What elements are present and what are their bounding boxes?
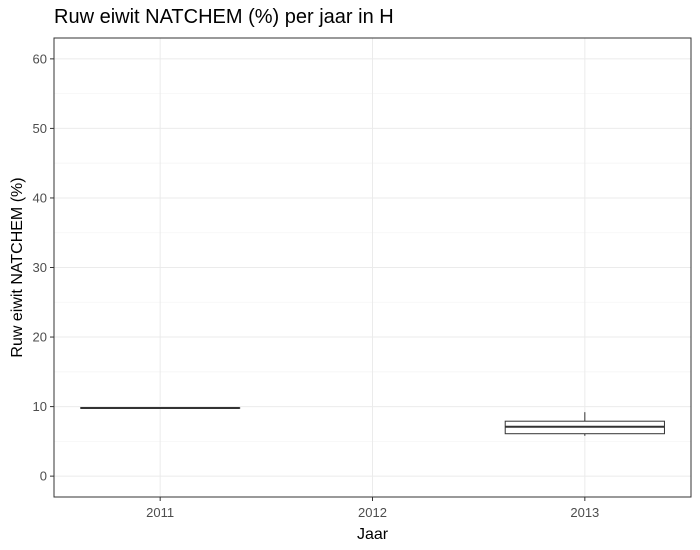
x-tick-label: 2012 bbox=[358, 505, 387, 520]
y-tick-label: 60 bbox=[33, 51, 47, 66]
x-tick-label: 2011 bbox=[146, 505, 174, 520]
y-axis-title: Ruw eiwit NATCHEM (%) bbox=[9, 177, 26, 357]
box-layer bbox=[80, 406, 665, 436]
y-tick-label: 30 bbox=[33, 260, 47, 275]
y-tick-label: 50 bbox=[33, 121, 47, 136]
y-tick-label: 20 bbox=[33, 330, 47, 345]
y-tick-label: 40 bbox=[33, 190, 47, 205]
x-axis-title: Jaar bbox=[357, 526, 389, 543]
y-tick-label: 0 bbox=[40, 469, 47, 484]
chart-title: Ruw eiwit NATCHEM (%) per jaar in H bbox=[54, 6, 394, 28]
box-2013 bbox=[504, 412, 665, 436]
x-tick-label: 2013 bbox=[570, 505, 599, 520]
y-tick-label: 10 bbox=[33, 399, 47, 414]
x-axis-ticks: 2011 2012 2013 bbox=[146, 497, 599, 520]
y-axis-ticks: 0 10 20 30 40 50 60 bbox=[33, 51, 54, 484]
